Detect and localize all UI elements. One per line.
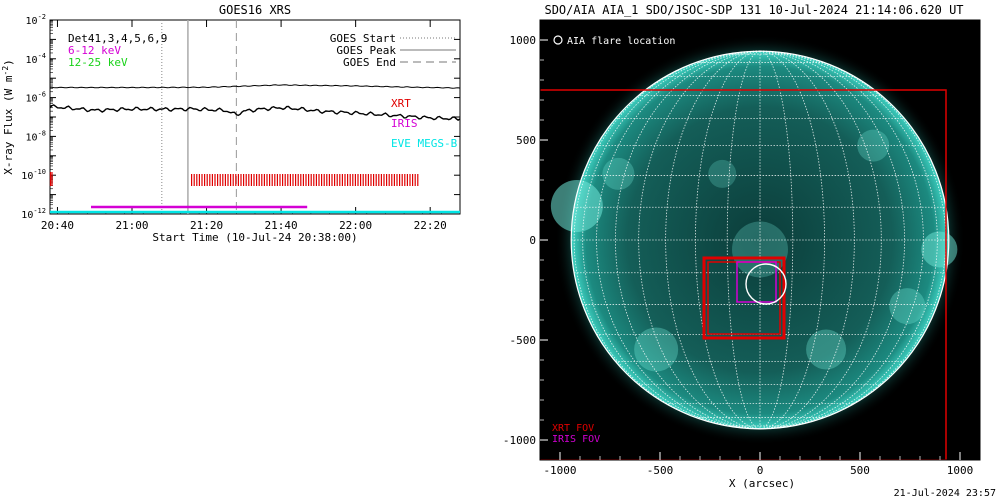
map-x-tick-label: 500 — [850, 464, 870, 477]
x-tick-label: 22:20 — [414, 219, 447, 232]
y-tick-label: 10-4 — [26, 52, 46, 66]
map-x-tick-label: -500 — [647, 464, 674, 477]
longitude-line — [695, 50, 761, 430]
left-title: GOES16 XRS — [219, 3, 291, 17]
active-regions — [550, 129, 958, 372]
xrt-fov-small-box — [702, 256, 786, 340]
longitude-line — [638, 50, 761, 430]
left-xlabel: Start Time (10-Jul-24 20:38:00) — [152, 231, 357, 244]
detector-label: Det41,3,4,5,6,9 — [68, 32, 167, 45]
longitude-line — [726, 50, 761, 430]
longitude-line — [759, 50, 882, 430]
legend-goes-start-label: GOES Start — [330, 32, 396, 45]
longitude-line — [759, 50, 794, 430]
longitude-line — [665, 50, 761, 430]
y-tick-label: 10-8 — [26, 129, 46, 143]
x-tick-label: 21:40 — [265, 219, 298, 232]
longitude-line — [614, 50, 761, 430]
bright-patch — [889, 288, 926, 325]
bright-patch — [550, 180, 603, 233]
right-xlabel: X (arcsec) — [729, 477, 795, 490]
bright-patch — [708, 159, 737, 188]
goes-flux-series-1 — [50, 84, 461, 89]
longitude-line — [759, 50, 906, 430]
longitude-line — [759, 50, 855, 430]
xrt-label: XRT — [391, 97, 411, 110]
map-y-tick-label: 0 — [529, 234, 536, 247]
x-tick-label: 20:40 — [41, 219, 74, 232]
bright-patch — [634, 327, 679, 372]
longitude-line — [573, 50, 761, 430]
longitude-line — [759, 50, 924, 430]
longitude-line — [759, 50, 825, 430]
xrt-fov-label: XRT FOV — [552, 423, 594, 434]
xrt-fov-large-box — [540, 89, 947, 460]
x-tick-label: 21:20 — [190, 219, 223, 232]
flare-location-circle — [745, 263, 787, 305]
flare-legend-label: AIA flare location — [567, 36, 675, 47]
solar-limb — [570, 50, 950, 430]
flare-legend-icon — [553, 35, 563, 45]
goes-line-legend: GOES Start GOES Peak GOES End — [330, 32, 456, 69]
y-tick-label: 10-10 — [21, 168, 46, 182]
heliographic-grid — [570, 50, 950, 430]
iris-fov-label: IRIS FOV — [552, 434, 600, 445]
bright-patch — [806, 329, 847, 370]
map-x-tick-label: 1000 — [947, 464, 974, 477]
eve-label: EVE MEGS-B — [391, 137, 458, 150]
fov-boxes — [540, 89, 947, 460]
y-tick-label: 10-6 — [26, 91, 46, 105]
right-title: SDO/AIA AIA_1 SDO/JSOC-SDP 131 10-Jul-20… — [544, 3, 963, 17]
map-y-tick-label: -1000 — [503, 434, 536, 447]
footer-timestamp: 21-Jul-2024 23:57 — [894, 488, 996, 499]
map-y-tick-label: -500 — [510, 334, 537, 347]
lightcurve-plot: 10-12 10-10 10-8 10-6 10-4 10-2 20:40 21:00 21:2… — [21, 13, 461, 232]
map-x-tick-label: 0 — [757, 464, 764, 477]
x-tick-label: 22:00 — [339, 219, 372, 232]
left-ylabel: X-ray Flux (W m-2) — [1, 59, 15, 175]
eve-label-clip: EVE MEGS-B — [391, 137, 458, 150]
map-x-tick-label: -1000 — [543, 464, 576, 477]
y-tick-label: 10-2 — [26, 13, 46, 27]
x-tick-label: 21:00 — [115, 219, 148, 232]
legend-goes-peak-label: GOES Peak — [336, 44, 396, 57]
map-y-tick-label: 1000 — [510, 34, 537, 47]
band-6-12-label: 6-12 keV — [68, 44, 121, 57]
iris-label: IRIS — [391, 117, 418, 130]
map-y-tick-label: 500 — [516, 134, 536, 147]
longitude-line — [596, 50, 761, 430]
legend-goes-end-label: GOES End — [343, 56, 396, 69]
y-tick-label: 10-12 — [21, 207, 46, 221]
aia-map: -1000 -500 0 500 1000 -1000 -500 0 500 1000 — [503, 19, 981, 477]
goes-flux-series-0 — [49, 104, 461, 121]
bright-patch — [921, 231, 958, 268]
band-12-25-label: 12-25 keV — [68, 56, 128, 69]
bright-patch — [602, 157, 635, 190]
